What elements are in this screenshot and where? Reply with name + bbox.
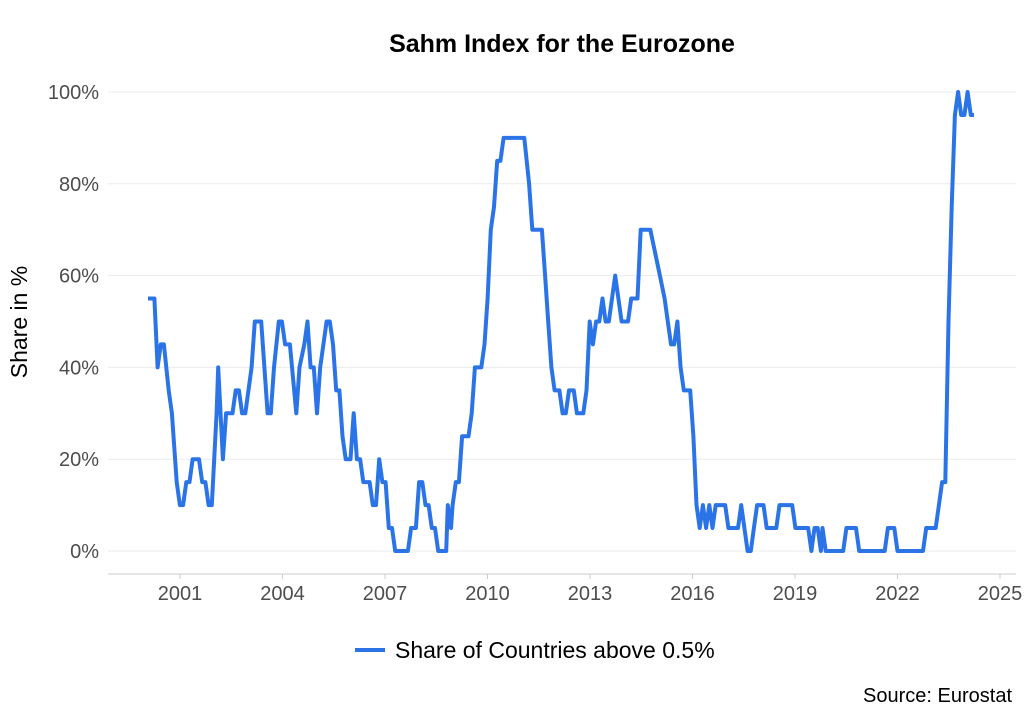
x-axis: 2001 2004 2007 2010 2013 2016 2019 2022 2025 xyxy=(108,573,1023,605)
y-tick-label: 80% xyxy=(59,174,99,196)
source-note: Source: Eurostat xyxy=(863,685,1012,707)
x-tick-label: 2004 xyxy=(260,583,305,605)
y-tick-label: 20% xyxy=(59,449,99,471)
series-layer xyxy=(148,90,974,553)
x-tick-label: 2016 xyxy=(670,583,715,605)
y-tick-label: 0% xyxy=(70,541,99,563)
y-tick-label: 60% xyxy=(59,266,99,288)
y-tick-label: 40% xyxy=(59,357,99,379)
x-tick-label: 2025 xyxy=(978,583,1023,605)
x-tick-label: 2010 xyxy=(465,583,510,605)
gridlines xyxy=(108,91,1016,552)
x-tick-label: 2019 xyxy=(773,583,818,605)
x-tick-label: 2013 xyxy=(568,583,613,605)
legend: Share of Countries above 0.5% xyxy=(355,637,715,663)
legend-label: Share of Countries above 0.5% xyxy=(395,637,715,663)
y-axis: 0% 20% 40% 60% 80% 100% xyxy=(48,82,99,563)
y-tick-label: 100% xyxy=(48,82,99,104)
series-line xyxy=(148,90,974,553)
x-tick-label: 2001 xyxy=(158,583,203,605)
x-tick-label: 2022 xyxy=(875,583,920,605)
chart-title: Sahm Index for the Eurozone xyxy=(389,30,735,58)
y-axis-label: Share in % xyxy=(6,266,32,379)
x-tick-label: 2007 xyxy=(363,583,408,605)
